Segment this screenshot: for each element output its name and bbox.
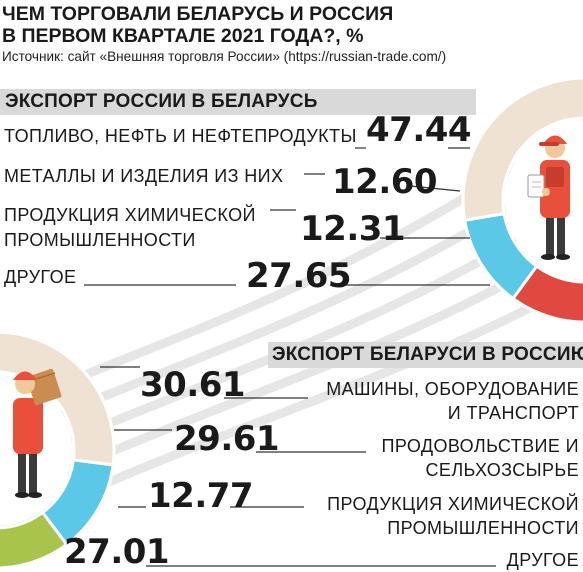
- by-category-label-1: МАШИНЫ, ОБОРУДОВАНИЕ: [326, 379, 579, 399]
- by-category-label-1: И ТРАНСПОРТ: [447, 403, 579, 423]
- title-line-1: ЧЕМ ТОРГОВАЛИ БЕЛАРУСЬ И РОССИЯ: [2, 3, 394, 25]
- by-slice-2: [0, 510, 69, 570]
- by-category-label-4: ДРУГОЕ: [506, 550, 579, 570]
- worker-illustration-clipboard: [527, 135, 570, 260]
- ru-value-label-2: 12.60: [332, 162, 438, 202]
- ru-value-label-4: 27.65: [246, 256, 352, 296]
- ru-category-label-1: ТОПЛИВО, НЕФТЬ И НЕФТЕПРОДУКТЫ: [4, 126, 357, 146]
- ru-leader-2-2: [409, 185, 461, 192]
- by-category-label-3: ПРОДУКЦИЯ ХИМИЧЕСКОЙ: [327, 494, 579, 514]
- ru-category-label-3: ПРОМЫШЛЕННОСТИ: [4, 230, 196, 250]
- section-title-russia-export: ЭКСПОРТ РОССИИ В БЕЛАРУСЬ: [5, 91, 318, 112]
- ru-slice-4: [461, 76, 583, 222]
- by-category-label-3: ПРОМЫШЛЕННОСТИ: [387, 518, 579, 538]
- by-value-label-2: 29.61: [174, 419, 280, 459]
- by-value-label-3: 12.77: [148, 476, 254, 516]
- ru-category-label-3: ПРОДУКЦИЯ ХИМИЧЕСКОЙ: [4, 205, 256, 225]
- ru-category-label-2: МЕТАЛЛЫ И ИЗДЕЛИЯ ИЗ НИХ: [4, 166, 284, 186]
- by-category-label-2: ПРОДОВОЛЬСТВИЕ И: [381, 436, 579, 456]
- ru-value-label-3: 12.31: [300, 209, 406, 249]
- section-header-band: [0, 89, 476, 115]
- leader-lines: [84, 147, 496, 567]
- source-note: Источник: сайт «Внешняя торговля России»…: [2, 49, 447, 64]
- by-category-label-2: СЕЛЬХОЗСЫРЬЕ: [425, 460, 579, 480]
- ru-category-label-4: ДРУГОЕ: [4, 267, 77, 287]
- by-value-label-1: 30.61: [140, 365, 246, 405]
- section-title-belarus-export: ЭКСПОРТ БЕЛАРУСИ В РОССИЮ: [272, 344, 583, 365]
- title-line-2: В ПЕРВОМ КВАРТАЛЕ 2021 ГОДА?, %: [2, 25, 364, 47]
- section-header-band: [268, 342, 583, 368]
- worker-illustration-box: [13, 368, 62, 498]
- by-value-label-4: 27.01: [64, 532, 170, 572]
- ru-value-label-1: 47.44: [366, 110, 472, 150]
